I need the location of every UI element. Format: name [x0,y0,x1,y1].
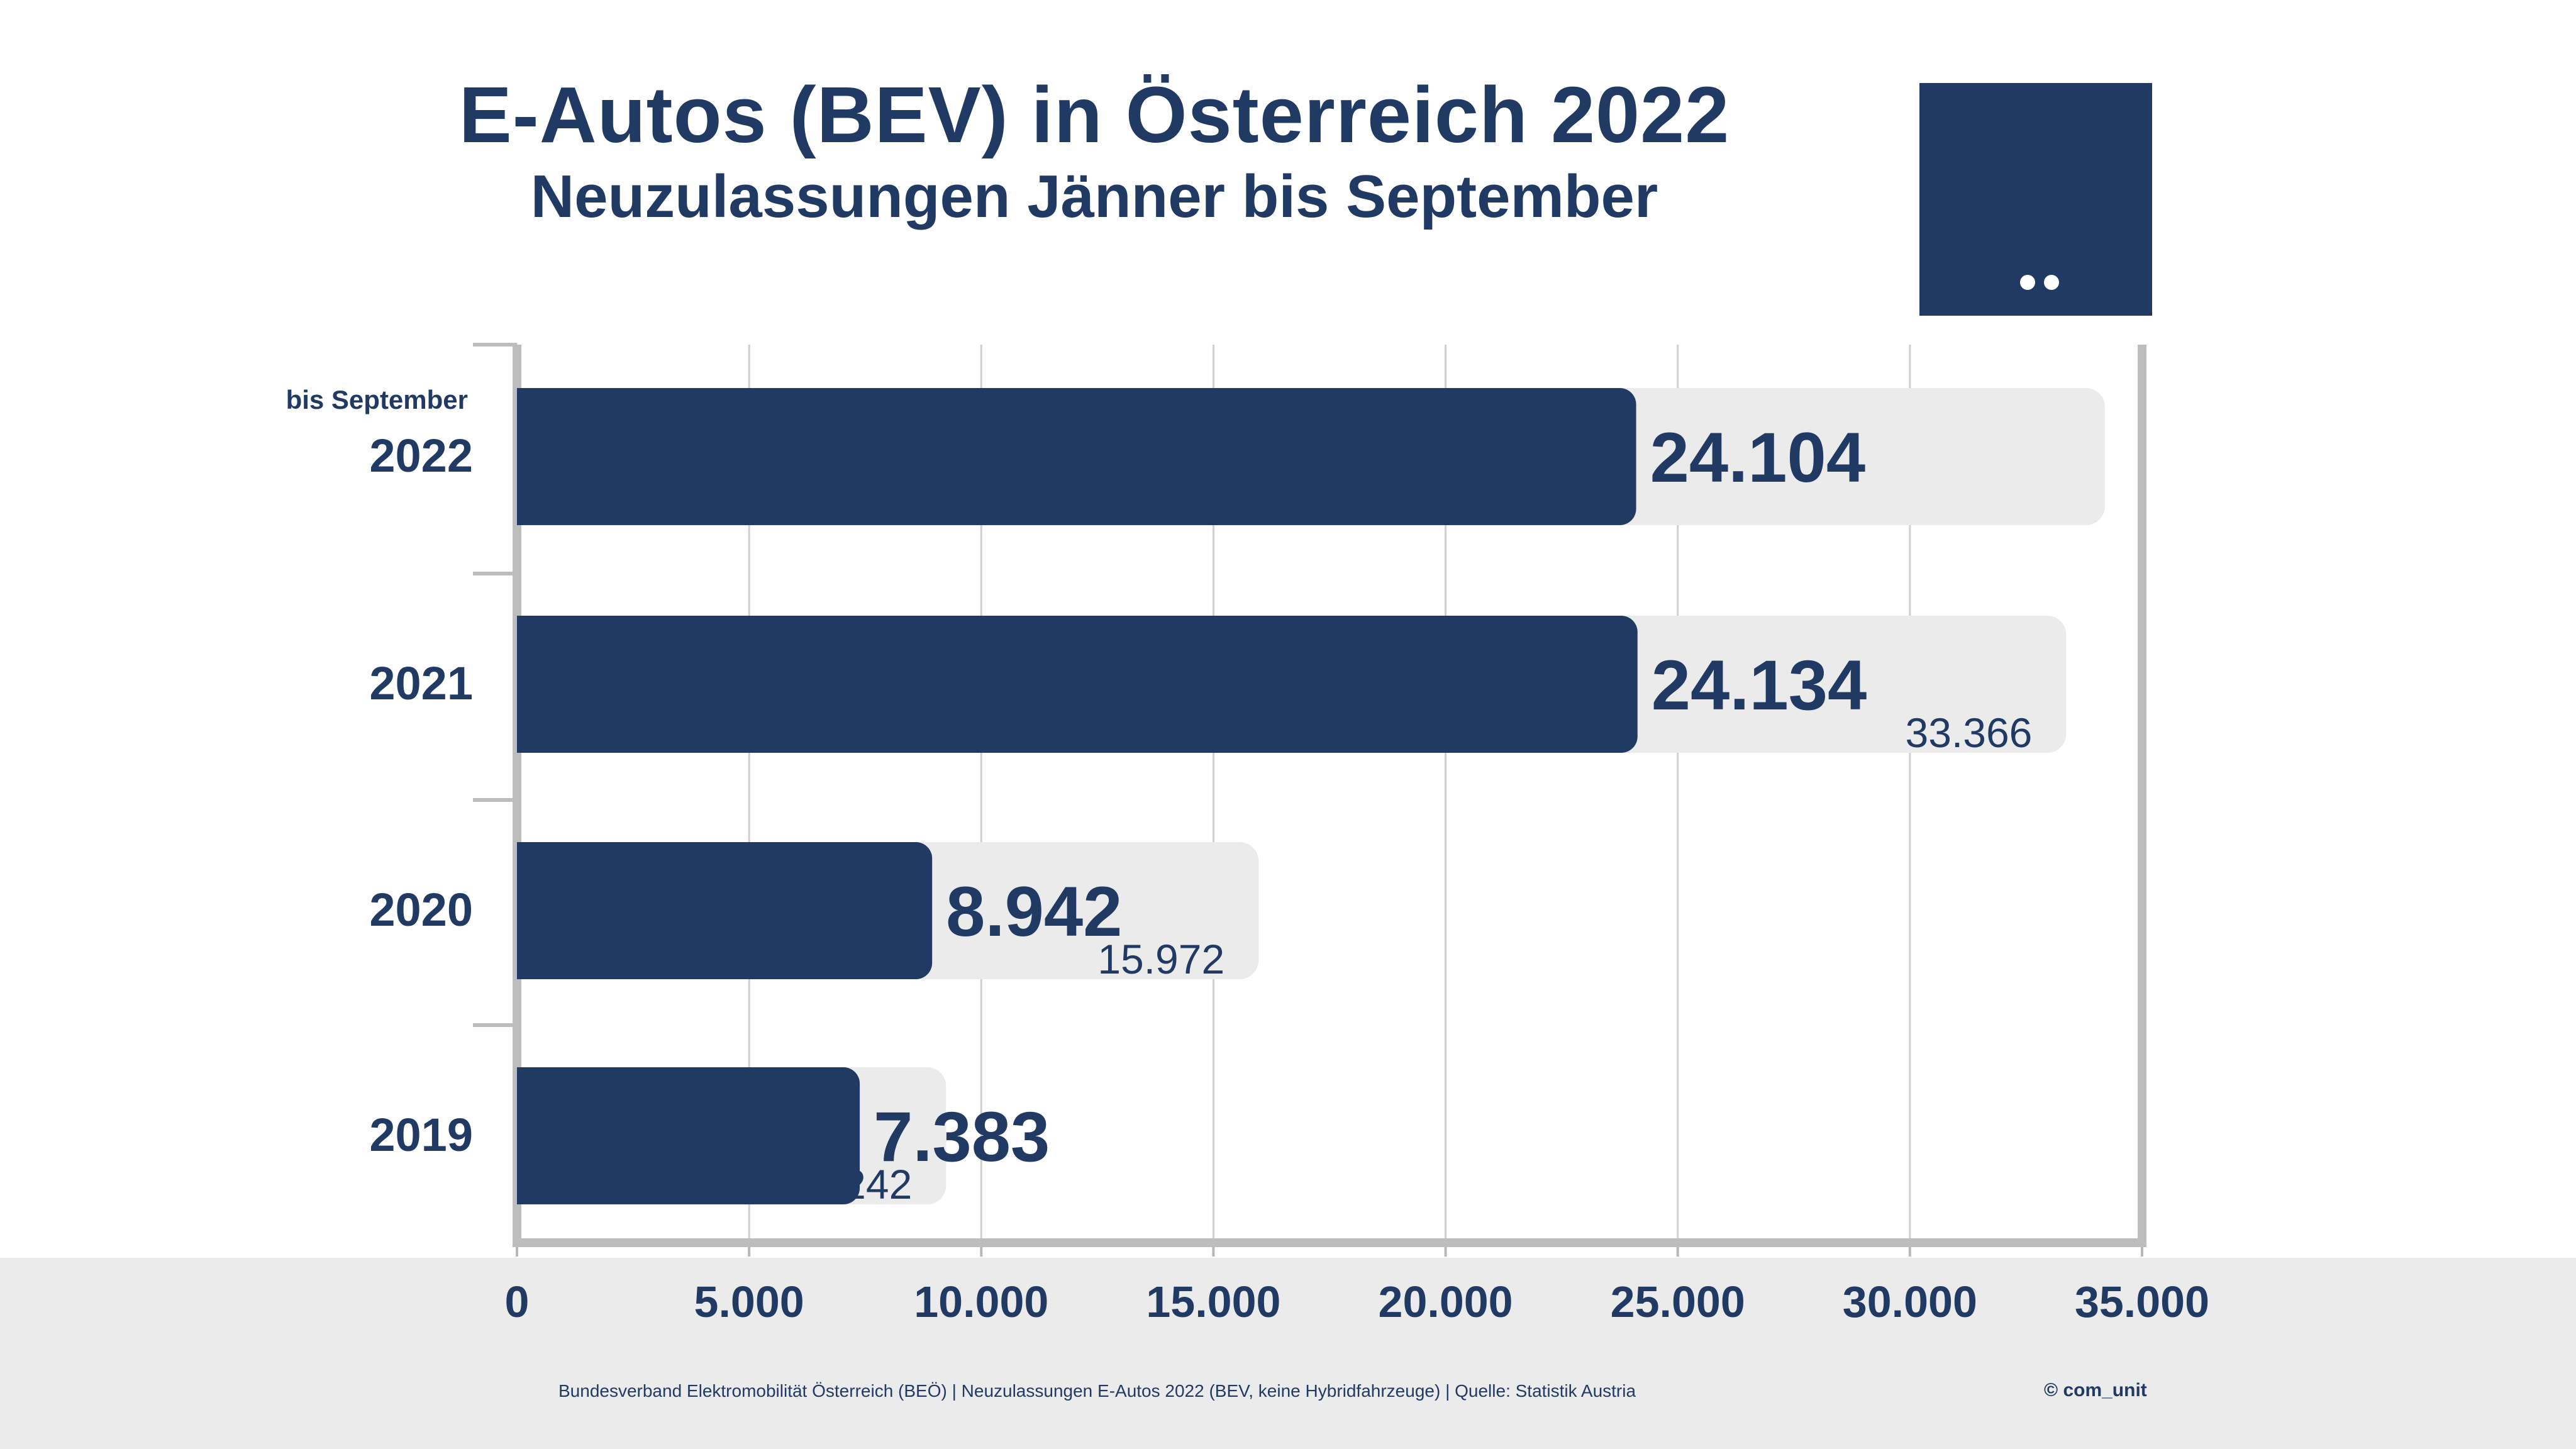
bar-left-cap [517,1067,542,1204]
data-label-jan-sep: 7.383 [874,1097,1050,1176]
chart-subtitle: Neuzulassungen Jänner bis September [530,163,1658,230]
bar-jan-sep [517,616,1638,753]
x-tick-label: 5.000 [694,1277,804,1326]
logo-text: BEO [1926,313,2088,394]
x-tick-label: 10.000 [914,1277,1048,1326]
data-label-full-year: 9.242 [808,1161,912,1208]
chart-title: E-Autos (BEV) in Österreich 2022 [458,70,1730,159]
data-label-full-year: 15.972 [1097,936,1224,982]
logo-dot [2044,275,2059,290]
category-label: 2022 [369,430,473,482]
footer-note: Bundesverband Elektromobilität Österreic… [558,1381,1636,1401]
bar-left-cap [517,616,542,753]
category-label: 2021 [369,657,473,709]
x-tick-label: 35.000 [2075,1277,2209,1326]
category-note: bis September [286,385,468,414]
data-label-full-year: 33.366 [1905,709,2032,756]
category-label: 2019 [369,1109,473,1161]
x-tick-label: 20.000 [1379,1277,1513,1326]
x-tick-label: 0 [505,1277,530,1326]
footer-band [0,1258,2576,1449]
bar-left-cap [517,388,542,525]
footer-credit: © com_unit [2044,1380,2147,1401]
bar-left-cap [517,842,542,979]
bar-jan-sep [517,388,1636,525]
category-label: 2020 [369,884,473,936]
data-label-jan-sep: 8.942 [946,872,1122,951]
logo-dot [2020,275,2035,290]
x-tick-label: 15.000 [1146,1277,1280,1326]
data-label-jan-sep: 24.104 [1650,418,1866,497]
bar-jan-sep [517,1067,860,1204]
bar-jan-sep [517,842,933,979]
x-tick-label: 30.000 [1843,1277,1977,1326]
x-tick-label: 25.000 [1611,1277,1745,1326]
beo-logo: BEO [1919,83,2152,390]
data-label-jan-sep: 24.134 [1652,646,1867,724]
